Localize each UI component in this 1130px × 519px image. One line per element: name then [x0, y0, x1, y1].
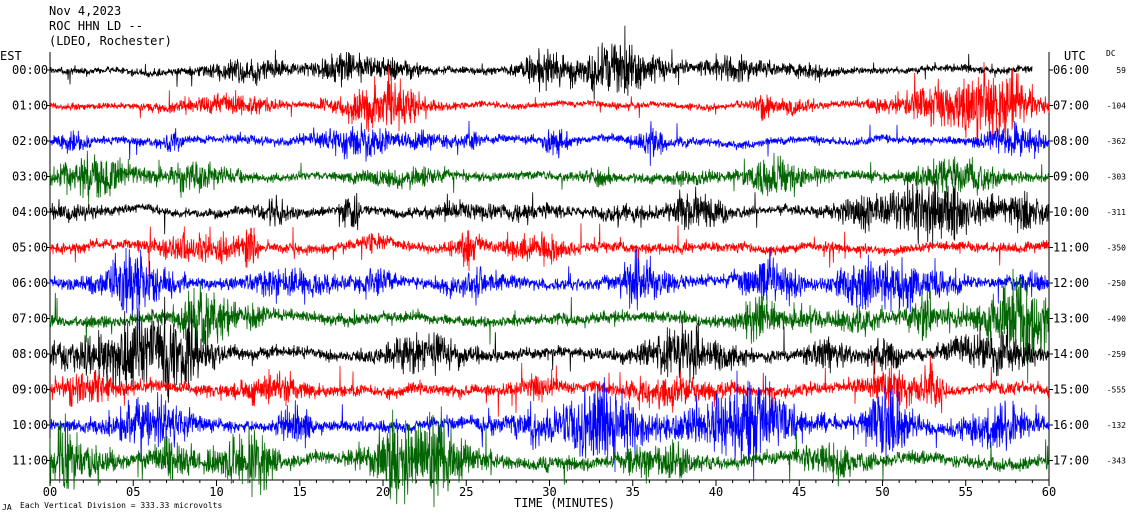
x-tick-label: 35 — [626, 485, 640, 499]
x-tick-label: 10 — [209, 485, 223, 499]
x-tick-label: 20 — [376, 485, 390, 499]
utc-hour-label: 17:00 — [1053, 454, 1089, 468]
x-tick-label: 55 — [959, 485, 973, 499]
trace-line — [49, 268, 1050, 384]
est-hour-label: 01:00 — [12, 99, 48, 113]
trace-line — [49, 355, 1050, 417]
dc-offset-label: -350 — [1107, 244, 1126, 253]
dc-offset-label: -555 — [1107, 386, 1126, 395]
footer-mark: JA — [2, 503, 12, 512]
trace-line — [49, 150, 1050, 204]
x-axis-label: TIME (MINUTES) — [514, 496, 615, 510]
dc-offset-label: -259 — [1107, 350, 1126, 359]
utc-hour-label: 11:00 — [1053, 241, 1089, 255]
utc-hour-label: 07:00 — [1053, 99, 1089, 113]
dc-offset-label: -303 — [1107, 173, 1126, 182]
trace-line — [49, 169, 1050, 247]
est-hour-label: 07:00 — [12, 312, 48, 326]
utc-hour-label: 16:00 — [1053, 418, 1089, 432]
est-axis-title: EST — [0, 49, 22, 63]
x-tick-label: 40 — [709, 485, 723, 499]
x-tick-label: 25 — [459, 485, 473, 499]
est-hour-label: 04:00 — [12, 205, 48, 219]
dc-offset-label: -343 — [1107, 457, 1126, 466]
dc-offset-label: -311 — [1107, 208, 1126, 217]
est-hour-label: 09:00 — [12, 383, 48, 397]
utc-hour-label: 06:00 — [1053, 63, 1089, 77]
plot-frame — [46, 52, 1053, 486]
dc-offset-label: -490 — [1107, 315, 1126, 324]
utc-hour-label: 15:00 — [1053, 383, 1089, 397]
label-layer: EST UTC DC TIME (MINUTES) JA Each Vertic… — [0, 49, 1126, 512]
x-tick-label: 05 — [126, 485, 140, 499]
dc-offset-label: -104 — [1107, 102, 1126, 111]
x-tick-label: 30 — [542, 485, 556, 499]
dc-offset-label: -362 — [1107, 137, 1126, 146]
trace-line — [49, 62, 1050, 148]
dc-column-title: DC — [1106, 49, 1116, 58]
chart-date-title: Nov 4,2023 — [49, 4, 122, 18]
dc-offset-label: -132 — [1107, 421, 1126, 430]
utc-hour-label: 08:00 — [1053, 134, 1089, 148]
x-tick-label: 15 — [293, 485, 307, 499]
est-hour-label: 00:00 — [12, 63, 48, 77]
utc-axis-title: UTC — [1064, 49, 1086, 63]
x-tick-label: 45 — [792, 485, 806, 499]
trace-line — [49, 25, 1033, 100]
trace-line — [49, 120, 1050, 166]
est-hour-label: 11:00 — [12, 454, 48, 468]
utc-hour-label: 14:00 — [1053, 347, 1089, 361]
dc-offset-label: 59 — [1116, 66, 1126, 75]
utc-hour-label: 09:00 — [1053, 170, 1089, 184]
vertical-scale-note: Each Vertical Division = 333.33 microvol… — [20, 501, 222, 510]
utc-hour-label: 12:00 — [1053, 276, 1089, 290]
est-hour-label: 08:00 — [12, 347, 48, 361]
trace-line — [49, 247, 1050, 331]
trace-line — [49, 296, 1050, 403]
utc-hour-label: 10:00 — [1053, 205, 1089, 219]
network-name: (LDEO, Rochester) — [49, 34, 172, 48]
est-hour-label: 05:00 — [12, 241, 48, 255]
trace-line — [49, 406, 1050, 508]
trace-layer — [49, 25, 1050, 508]
x-tick-label: 00 — [43, 485, 57, 499]
est-hour-label: 06:00 — [12, 276, 48, 290]
est-hour-label: 10:00 — [12, 418, 48, 432]
est-hour-label: 03:00 — [12, 170, 48, 184]
dc-offset-label: -250 — [1107, 279, 1126, 288]
x-tick-label: 50 — [875, 485, 889, 499]
x-tick-label: 60 — [1042, 485, 1056, 499]
trace-line — [49, 223, 1050, 276]
est-hour-label: 02:00 — [12, 134, 48, 148]
utc-hour-label: 13:00 — [1053, 312, 1089, 326]
station-code: ROC HHN LD -- — [49, 19, 143, 33]
trace-line — [49, 370, 1050, 482]
